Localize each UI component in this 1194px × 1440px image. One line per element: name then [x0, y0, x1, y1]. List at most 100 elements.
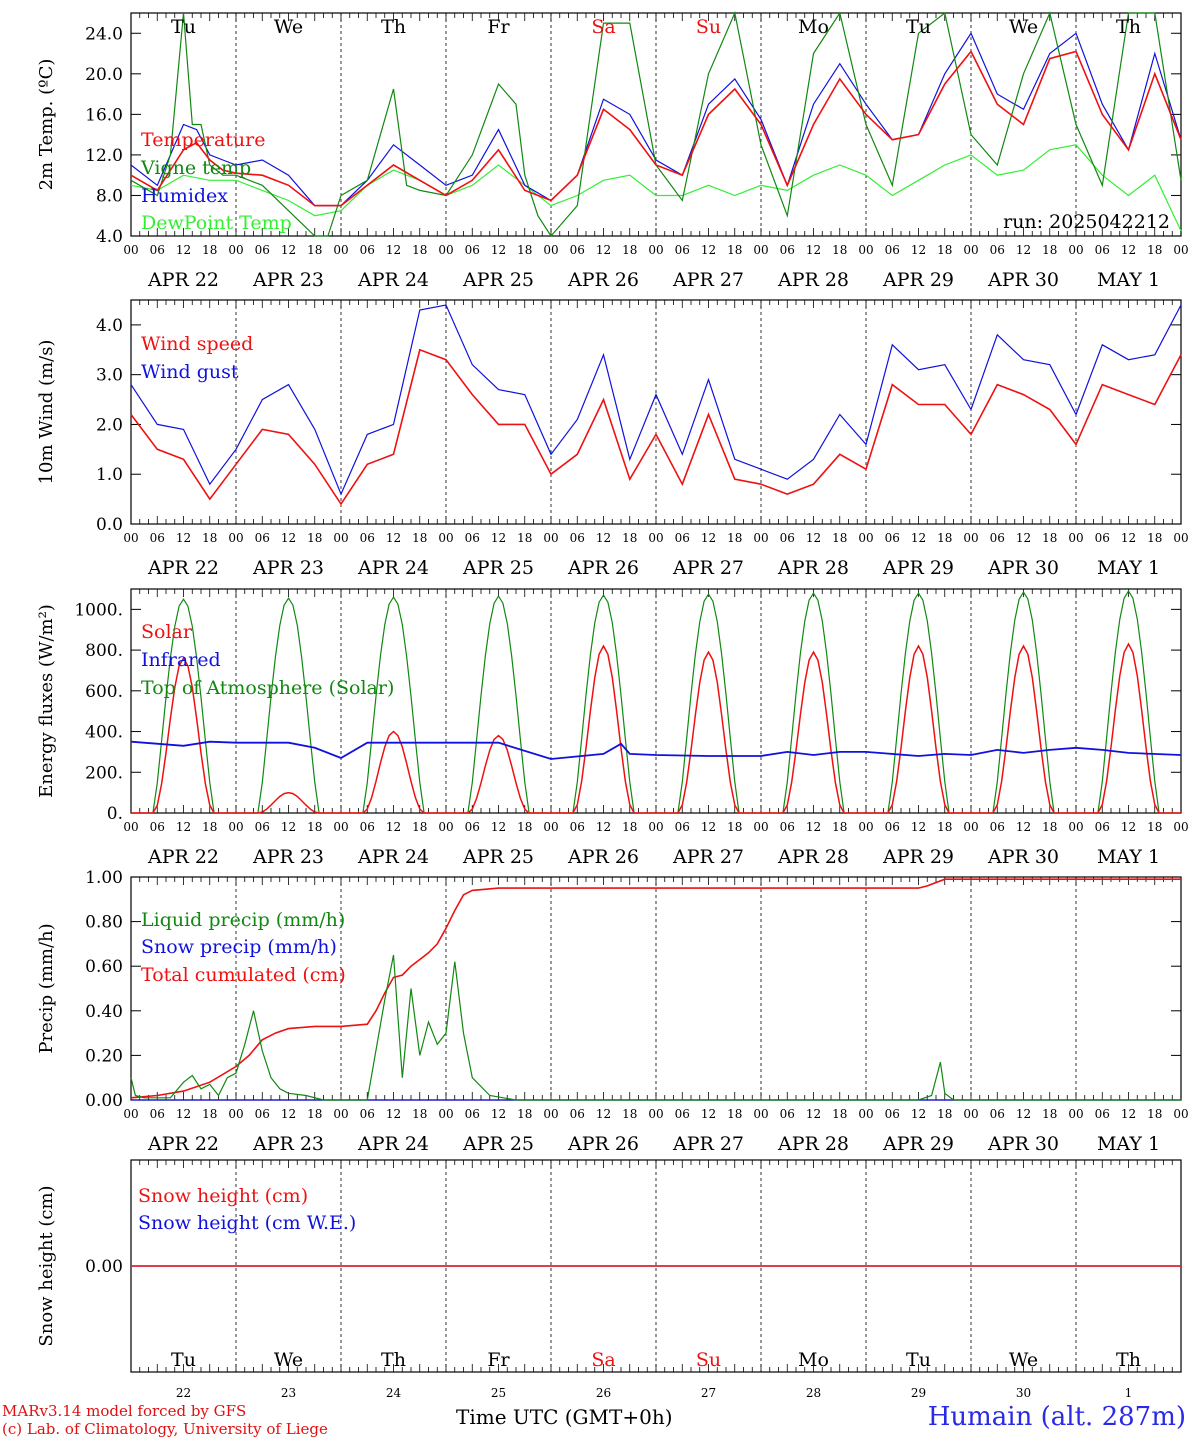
weekday-label: We	[1009, 16, 1038, 38]
hour-tick-label: 06	[360, 1107, 375, 1121]
date-label: APR 26	[567, 1133, 639, 1155]
plot-frame-2	[130, 299, 1182, 525]
day-number-label: 24	[386, 1386, 402, 1400]
hour-tick-label: 18	[307, 820, 322, 834]
hour-tick-label: 06	[780, 243, 795, 257]
date-label: APR 24	[357, 269, 429, 291]
y-tick-label: 1.00	[85, 868, 123, 888]
hour-tick-label: 18	[1042, 820, 1057, 834]
legend-entry: Temperature	[141, 129, 265, 151]
hour-tick-label: 06	[780, 820, 795, 834]
legend-entry: Solar	[141, 621, 193, 643]
hour-tick-label: 18	[202, 243, 217, 257]
hour-tick-label: 06	[990, 243, 1005, 257]
date-label: APR 25	[462, 557, 534, 579]
hour-tick-label: 06	[780, 531, 795, 545]
date-label: APR 24	[357, 846, 429, 868]
hour-tick-label: 18	[832, 820, 847, 834]
weekday-label: Su	[696, 1349, 721, 1371]
weekday-label: We	[1009, 1349, 1038, 1371]
hour-tick-label: 06	[465, 243, 480, 257]
hour-tick-label: 00	[858, 820, 873, 834]
hour-tick-label: 00	[543, 243, 558, 257]
hour-tick-label: 00	[753, 820, 768, 834]
y-tick-label: 0.0	[96, 515, 123, 535]
hour-tick-label: 00	[543, 820, 558, 834]
legend-entry: Wind gust	[141, 361, 239, 383]
weekday-label: Sa	[591, 1349, 615, 1371]
day-number-label: 23	[281, 1386, 296, 1400]
hour-tick-label: 12	[1016, 531, 1031, 545]
y-tick-label: 20.0	[85, 65, 123, 85]
weekday-label: Th	[381, 16, 406, 38]
hour-tick-label: 06	[255, 1107, 270, 1121]
hour-tick-label: 12	[911, 820, 926, 834]
day-number-label: 29	[911, 1386, 926, 1400]
y-tick-label: 1000.	[74, 600, 123, 620]
hour-tick-label: 12	[596, 243, 611, 257]
y-tick-label: 8.0	[96, 186, 123, 206]
hour-tick-label: 06	[570, 243, 585, 257]
y-axis-label: 10m Wind (m/s)	[36, 340, 57, 485]
date-label: APR 25	[462, 846, 534, 868]
hour-tick-label: 12	[1121, 243, 1136, 257]
hour-tick-label: 00	[228, 531, 243, 545]
hour-tick-label: 00	[438, 531, 453, 545]
hour-tick-label: 00	[648, 531, 663, 545]
hour-tick-label: 00	[123, 1107, 138, 1121]
hour-tick-label: 18	[412, 243, 427, 257]
hour-tick-label: 12	[1121, 1107, 1136, 1121]
legend-entry: Snow precip (mm/h)	[141, 936, 337, 958]
hour-tick-label: 18	[727, 243, 742, 257]
series-wind-speed-line	[130, 348, 1182, 506]
hour-tick-label: 18	[622, 531, 637, 545]
hour-tick-label: 06	[1095, 1107, 1110, 1121]
date-label: APR 29	[882, 1133, 954, 1155]
weekday-label: Th	[1116, 16, 1141, 38]
y-tick-label: 0.20	[85, 1046, 123, 1066]
hour-tick-label: 00	[858, 243, 873, 257]
hour-tick-label: 00	[1173, 1107, 1188, 1121]
hour-tick-label: 18	[1147, 531, 1162, 545]
y-tick-label: 0.	[107, 804, 123, 824]
hour-tick-label: 00	[648, 243, 663, 257]
date-label: APR 24	[357, 1133, 429, 1155]
hour-tick-label: 12	[806, 1107, 821, 1121]
hour-tick-label: 06	[360, 531, 375, 545]
hour-tick-label: 12	[176, 243, 191, 257]
date-label: APR 25	[462, 269, 534, 291]
date-label: MAY 1	[1097, 846, 1160, 868]
weekday-label: Tu	[906, 1349, 931, 1371]
hour-tick-label: 00	[123, 820, 138, 834]
weekday-label: Th	[1116, 1349, 1141, 1371]
date-label: MAY 1	[1097, 1133, 1160, 1155]
hour-tick-label: 00	[1173, 531, 1188, 545]
hour-tick-label: 06	[360, 820, 375, 834]
legend-entry: Humidex	[141, 185, 228, 207]
hour-tick-label: 06	[990, 531, 1005, 545]
y-tick-label: 0.40	[85, 1002, 123, 1022]
y-tick-label: 16.0	[85, 105, 123, 125]
hour-tick-label: 00	[333, 820, 348, 834]
hour-tick-label: 18	[412, 1107, 427, 1121]
hour-tick-label: 12	[176, 820, 191, 834]
hour-tick-label: 18	[1042, 531, 1057, 545]
day-number-label: 26	[596, 1386, 611, 1400]
hour-tick-label: 00	[543, 1107, 558, 1121]
weekday-label: Mo	[798, 1349, 829, 1371]
legend-entry: Snow height (cm)	[138, 1185, 308, 1207]
day-number-label: 22	[176, 1386, 191, 1400]
hour-tick-label: 00	[228, 1107, 243, 1121]
hour-tick-label: 12	[386, 1107, 401, 1121]
y-tick-label: 2.0	[96, 415, 123, 435]
hour-tick-label: 06	[150, 1107, 165, 1121]
date-label: APR 27	[672, 846, 744, 868]
hour-tick-label: 18	[1147, 820, 1162, 834]
hour-tick-label: 12	[1121, 820, 1136, 834]
hour-tick-label: 18	[307, 1107, 322, 1121]
hour-tick-label: 00	[1068, 1107, 1083, 1121]
hour-tick-label: 06	[150, 531, 165, 545]
station-name: Humain (alt. 287m)	[927, 1402, 1186, 1432]
date-label: APR 27	[672, 1133, 744, 1155]
hour-tick-label: 18	[937, 1107, 952, 1121]
